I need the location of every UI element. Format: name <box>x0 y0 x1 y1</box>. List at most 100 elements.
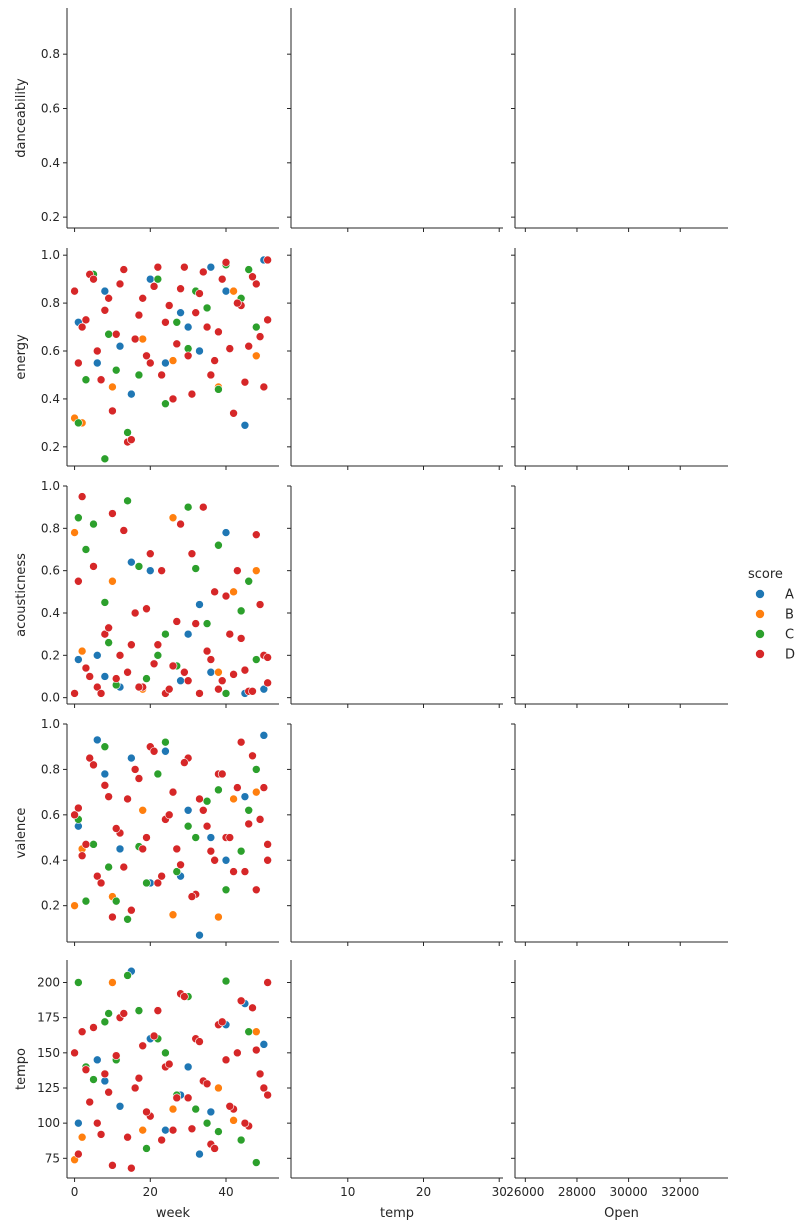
panel-danceability-vs-Open <box>511 8 728 232</box>
point-C <box>172 317 182 327</box>
point-D <box>111 329 121 339</box>
point-C <box>142 878 151 888</box>
point-D <box>217 769 227 779</box>
point-B <box>168 356 178 365</box>
point-D <box>149 1031 159 1041</box>
point-D <box>145 549 155 559</box>
point-D <box>108 509 117 518</box>
point-C <box>221 689 231 698</box>
point-D <box>157 370 166 380</box>
point-C <box>134 370 144 380</box>
point-A <box>127 557 136 567</box>
point-D <box>172 617 182 626</box>
point-D <box>74 1149 83 1159</box>
point-D <box>70 286 79 296</box>
point-D <box>153 262 163 272</box>
point-D <box>96 689 106 698</box>
point-D <box>263 840 272 849</box>
point-D <box>92 346 102 356</box>
point-D <box>127 905 136 915</box>
point-C <box>202 796 212 806</box>
point-C <box>74 978 83 987</box>
panel-valence-vs-temp <box>287 723 503 946</box>
point-C <box>123 496 132 506</box>
legend-label-B: B <box>785 608 794 623</box>
point-D <box>127 640 136 650</box>
point-D <box>81 663 91 673</box>
point-B <box>138 334 148 344</box>
point-A <box>221 286 231 296</box>
y-tick-label: 0.8 <box>41 296 60 310</box>
point-D <box>96 878 106 888</box>
point-B <box>138 1125 148 1135</box>
point-C <box>244 1027 254 1037</box>
panel-acousticness-vs-week <box>63 485 279 708</box>
point-D <box>74 803 83 813</box>
point-B <box>108 382 117 392</box>
point-D <box>164 1059 174 1069</box>
point-D <box>229 867 238 876</box>
point-D <box>251 530 261 539</box>
point-C <box>251 1158 261 1167</box>
point-D <box>119 265 129 274</box>
point-B <box>251 351 261 361</box>
point-D <box>123 1132 132 1142</box>
point-B <box>214 912 223 922</box>
point-D <box>172 1093 182 1103</box>
y-tick-label: 0.4 <box>41 392 60 406</box>
point-D <box>187 1124 197 1134</box>
point-D <box>217 274 227 284</box>
point-D <box>104 1087 113 1097</box>
point-D <box>100 1069 110 1079</box>
legend-marker-A <box>755 589 765 599</box>
point-D <box>92 682 102 692</box>
point-D <box>233 566 242 575</box>
point-C <box>183 344 193 353</box>
legend-marker-D <box>755 649 765 659</box>
y-tick-label: 200 <box>37 976 60 990</box>
point-C <box>153 651 163 660</box>
point-D <box>164 810 174 820</box>
point-D <box>255 815 265 824</box>
point-A <box>127 753 136 763</box>
x-tick-label: 30 <box>492 1185 507 1199</box>
point-D <box>248 272 257 282</box>
point-C <box>153 769 163 779</box>
point-D <box>85 753 95 763</box>
legend-label-A: A <box>785 588 794 603</box>
point-C <box>251 322 261 332</box>
point-D <box>172 844 182 854</box>
point-C <box>214 785 223 795</box>
point-D <box>115 651 125 660</box>
point-C <box>81 545 91 554</box>
point-D <box>111 824 121 833</box>
point-D <box>236 996 246 1006</box>
point-D <box>202 322 212 332</box>
point-C <box>142 1144 151 1153</box>
panel-acousticness-vs-temp <box>287 485 503 708</box>
point-C <box>161 1048 170 1058</box>
y-tick-label: 125 <box>37 1081 60 1095</box>
point-C <box>183 502 193 512</box>
point-A <box>206 1107 216 1117</box>
point-D <box>142 351 151 361</box>
point-A <box>92 651 102 660</box>
point-C <box>183 821 193 831</box>
point-D <box>221 591 231 601</box>
point-A <box>74 1118 83 1128</box>
point-A <box>100 286 110 296</box>
point-D <box>161 317 170 327</box>
y-tick-label: 0.2 <box>41 648 60 662</box>
point-A <box>92 358 102 368</box>
point-D <box>119 526 129 535</box>
point-D <box>176 284 185 294</box>
x-tick-label: 28000 <box>558 1185 596 1199</box>
point-D <box>263 653 272 662</box>
point-D <box>202 821 212 831</box>
point-B <box>251 787 261 797</box>
point-D <box>210 855 219 865</box>
point-C <box>123 971 132 980</box>
point-A <box>161 1125 170 1135</box>
point-D <box>81 315 91 325</box>
point-A <box>74 655 83 664</box>
